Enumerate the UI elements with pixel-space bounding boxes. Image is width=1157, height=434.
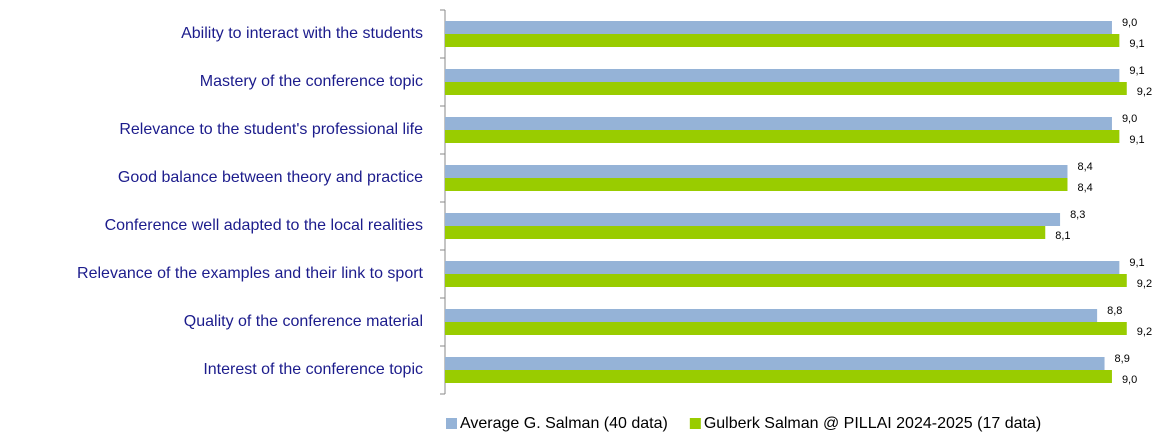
bar <box>445 178 1068 191</box>
category-label: Mastery of the conference topic <box>200 73 423 90</box>
legend-swatch <box>689 418 701 429</box>
category-label: Interest of the conference topic <box>203 361 423 378</box>
value-label: 8,1 <box>1055 230 1070 242</box>
value-label: 8,8 <box>1107 305 1122 317</box>
bar <box>445 370 1112 383</box>
value-label: 9,1 <box>1129 65 1144 77</box>
bar <box>445 130 1120 143</box>
value-label: 9,0 <box>1122 17 1137 29</box>
category-label: Good balance between theory and practice <box>118 169 423 186</box>
value-label: 8,4 <box>1077 161 1092 173</box>
bar <box>445 34 1120 47</box>
bar <box>445 213 1061 226</box>
value-label: 9,0 <box>1122 113 1137 125</box>
value-label: 9,2 <box>1137 278 1152 290</box>
value-label: 9,1 <box>1129 257 1144 269</box>
bar <box>445 165 1068 178</box>
value-label: 9,2 <box>1137 86 1152 98</box>
value-label: 9,2 <box>1137 326 1152 338</box>
bar <box>445 21 1112 34</box>
bar <box>445 117 1112 130</box>
legend-label: Gulberk Salman @ PILLAI 2024-2025 (17 da… <box>704 415 1041 432</box>
bar <box>445 226 1046 239</box>
value-label: 8,4 <box>1077 182 1092 194</box>
bar <box>445 309 1098 322</box>
bar <box>445 261 1120 274</box>
bar <box>445 322 1127 335</box>
bar <box>445 274 1127 287</box>
value-label: 9,0 <box>1122 374 1137 386</box>
bar <box>445 357 1105 370</box>
legend-swatch <box>446 418 457 429</box>
category-label: Quality of the conference material <box>184 313 423 330</box>
value-label: 9,1 <box>1129 134 1144 146</box>
value-label: 8,3 <box>1070 209 1085 221</box>
category-label: Ability to interact with the students <box>181 25 423 42</box>
value-label: 8,9 <box>1115 353 1130 365</box>
legend-label: Average G. Salman (40 data) <box>460 415 668 432</box>
bar <box>445 82 1127 95</box>
category-label: Conference well adapted to the local rea… <box>105 217 423 234</box>
bar <box>445 69 1120 82</box>
category-label: Relevance to the student's professional … <box>119 121 423 138</box>
category-label: Relevance of the examples and their link… <box>77 265 424 282</box>
value-label: 9,1 <box>1129 38 1144 50</box>
